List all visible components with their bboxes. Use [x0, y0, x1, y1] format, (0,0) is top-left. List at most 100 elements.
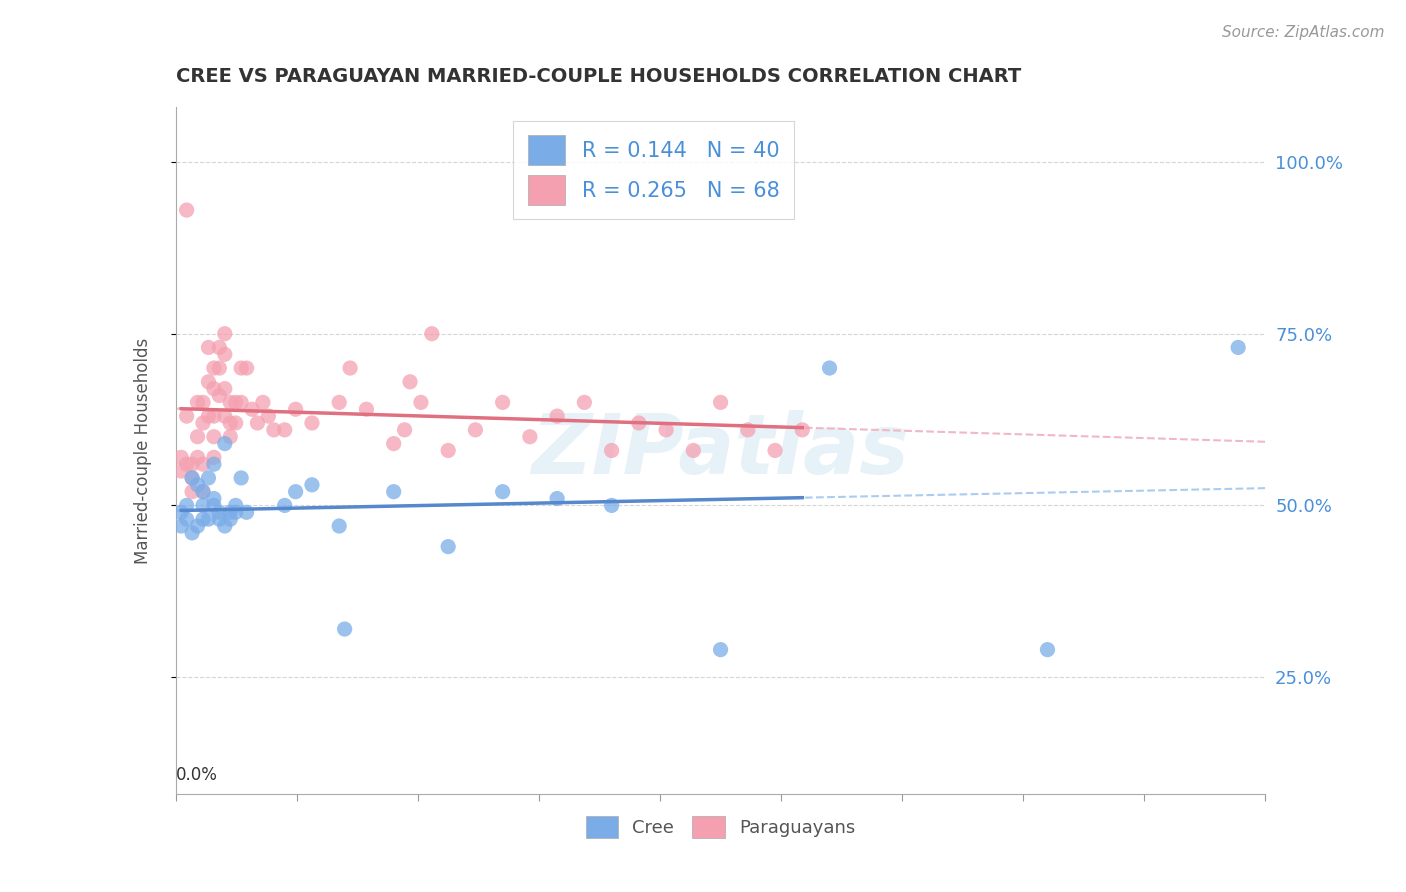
Point — [382, 484, 405, 499]
Point — [208, 361, 231, 376]
Point — [197, 471, 219, 485]
Point — [191, 416, 214, 430]
Point — [274, 499, 297, 513]
Point — [181, 471, 204, 485]
Point — [191, 395, 214, 409]
Point — [191, 457, 214, 471]
Point — [197, 512, 219, 526]
Point — [186, 478, 209, 492]
Point — [197, 409, 219, 424]
Point — [420, 326, 443, 341]
Point — [600, 443, 623, 458]
Point — [235, 361, 257, 376]
Point — [202, 499, 225, 513]
Text: CREE VS PARAGUAYAN MARRIED-COUPLE HOUSEHOLDS CORRELATION CHART: CREE VS PARAGUAYAN MARRIED-COUPLE HOUSEH… — [176, 67, 1021, 86]
Point — [181, 471, 204, 485]
Point — [574, 395, 596, 409]
Point — [170, 464, 193, 478]
Point — [356, 402, 378, 417]
Point — [546, 409, 568, 424]
Point — [191, 484, 214, 499]
Point — [519, 430, 541, 444]
Point — [214, 436, 236, 450]
Point — [284, 402, 307, 417]
Y-axis label: Married-couple Households: Married-couple Households — [134, 337, 152, 564]
Point — [202, 491, 225, 506]
Text: Source: ZipAtlas.com: Source: ZipAtlas.com — [1222, 25, 1385, 40]
Point — [186, 395, 209, 409]
Point — [202, 450, 225, 465]
Point — [437, 540, 460, 554]
Point — [627, 416, 650, 430]
Point — [208, 512, 231, 526]
Point — [257, 409, 280, 424]
Point — [1227, 340, 1250, 354]
Point — [682, 443, 704, 458]
Point — [399, 375, 422, 389]
Point — [214, 519, 236, 533]
Point — [170, 505, 193, 519]
Point — [328, 519, 350, 533]
Point — [170, 519, 193, 533]
Point — [214, 347, 236, 361]
Point — [263, 423, 285, 437]
Point — [763, 443, 786, 458]
Point — [202, 430, 225, 444]
Point — [181, 457, 204, 471]
Point — [710, 642, 733, 657]
Point — [219, 416, 242, 430]
Point — [231, 471, 253, 485]
Point — [546, 491, 568, 506]
Point — [792, 423, 814, 437]
Point — [219, 505, 242, 519]
Point — [737, 423, 759, 437]
Point — [170, 450, 193, 465]
Point — [492, 484, 515, 499]
Point — [818, 361, 841, 376]
Point — [339, 361, 361, 376]
Point — [176, 409, 198, 424]
Point — [464, 423, 486, 437]
Point — [176, 203, 198, 218]
Point — [191, 499, 214, 513]
Point — [219, 430, 242, 444]
Point — [328, 395, 350, 409]
Point — [208, 505, 231, 519]
Legend: Cree, Paraguayans: Cree, Paraguayans — [576, 806, 865, 847]
Point — [181, 484, 204, 499]
Point — [214, 326, 236, 341]
Point — [186, 519, 209, 533]
Point — [235, 505, 257, 519]
Point — [208, 340, 231, 354]
Point — [246, 416, 269, 430]
Point — [231, 361, 253, 376]
Point — [252, 395, 274, 409]
Point — [240, 402, 263, 417]
Point — [214, 409, 236, 424]
Point — [437, 443, 460, 458]
Point — [394, 423, 416, 437]
Point — [225, 505, 247, 519]
Point — [1036, 642, 1059, 657]
Point — [197, 375, 219, 389]
Point — [225, 416, 247, 430]
Point — [600, 499, 623, 513]
Point — [176, 499, 198, 513]
Point — [231, 395, 253, 409]
Point — [301, 478, 323, 492]
Point — [202, 361, 225, 376]
Point — [176, 457, 198, 471]
Point — [197, 340, 219, 354]
Point — [202, 382, 225, 396]
Point — [186, 450, 209, 465]
Point — [274, 423, 297, 437]
Point — [301, 416, 323, 430]
Point — [202, 409, 225, 424]
Point — [191, 512, 214, 526]
Point — [176, 512, 198, 526]
Point — [202, 457, 225, 471]
Point — [382, 436, 405, 450]
Point — [710, 395, 733, 409]
Point — [214, 382, 236, 396]
Point — [492, 395, 515, 409]
